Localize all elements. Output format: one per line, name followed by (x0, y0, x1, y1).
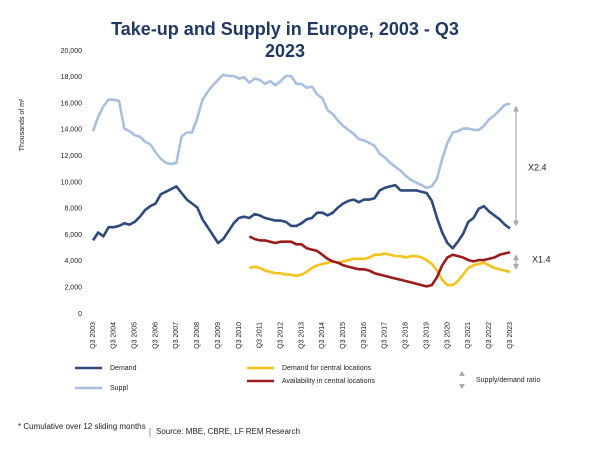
x-tick-label: Q3 2021 (465, 322, 472, 349)
y-tick-label: 16,000 (61, 100, 83, 107)
x-tick-label: Q3 2006 (152, 322, 159, 349)
x-tick-label: Q3 2003 (90, 322, 97, 349)
x-tick-label: Q3 2008 (194, 322, 201, 349)
ratio-arrow-head (513, 220, 519, 227)
y-tick-label: 6,000 (64, 232, 82, 239)
x-tick-label: Q3 2019 (423, 322, 430, 349)
y-tick-label: 8,000 (64, 206, 82, 213)
series-line (91, 73, 511, 190)
footnote: * Cumulative over 12 sliding months (18, 422, 146, 431)
series-line (91, 183, 511, 250)
y-tick-label: 10,000 (61, 179, 83, 186)
y-axis-label: Thousands of m² (19, 98, 26, 151)
y-tick-label: 18,000 (61, 74, 83, 81)
x-tick-label: Q3 2022 (486, 322, 493, 349)
x-tick-label: Q3 2011 (257, 322, 264, 348)
x-tick-label: Q3 2004 (111, 322, 118, 349)
x-tick-label: Q3 2017 (382, 322, 389, 349)
ratio-arrow-head (513, 105, 519, 112)
x-tick-label: Q3 2015 (340, 322, 347, 349)
ratio-arrow-head (513, 254, 519, 261)
x-tick-label: Q3 2020 (444, 322, 451, 349)
x-tick-label: Q3 2007 (173, 322, 180, 349)
series-line (249, 252, 511, 287)
x-tick-label: Q3 2016 (361, 322, 368, 349)
chart-title: Take-up and Supply in Europe, 2003 - Q3 … (111, 19, 459, 61)
x-tick-label: Q3 2010 (236, 322, 243, 349)
series-line (248, 235, 511, 288)
legend-label: Demand (110, 365, 137, 372)
ratio-legend-label: Supply/demand ratio (476, 377, 540, 384)
annotation: X2.4 (528, 162, 547, 172)
annotation: X1.4 (532, 254, 551, 264)
x-tick-label: Q3 2018 (403, 322, 410, 349)
y-tick-label: 0 (78, 311, 82, 318)
legend-label: Suppl (110, 385, 128, 392)
y-tick-label: 14,000 (61, 127, 83, 134)
ratio-arrow-head (513, 263, 519, 270)
legend-label: Demand for central locations (282, 365, 372, 372)
x-tick-label: Q3 2009 (215, 322, 222, 349)
x-tick-label: Q3 2012 (277, 322, 284, 349)
x-tick-label: Q3 2014 (319, 322, 326, 349)
ratio-legend-icon (459, 371, 465, 389)
x-tick-label: Q3 2023 (507, 322, 514, 349)
x-tick-label: Q3 2005 (132, 322, 139, 349)
y-tick-label: 12,000 (61, 153, 83, 160)
y-tick-label: 4,000 (64, 258, 82, 265)
y-tick-label: 20,000 (61, 48, 83, 55)
legend-label: Availability in central locations (282, 378, 375, 385)
y-tick-label: 2,000 (64, 285, 82, 292)
x-tick-label: Q3 2013 (298, 322, 305, 349)
source: Source: MBE, CBRE, LF REM Research (156, 427, 301, 436)
